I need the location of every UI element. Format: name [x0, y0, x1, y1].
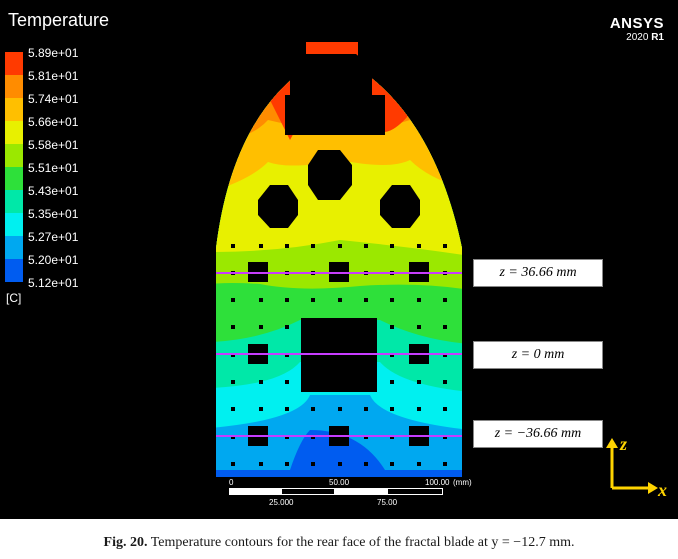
legend-level: 5.74e+01 — [28, 92, 79, 106]
brand-version: 2020 — [626, 32, 649, 43]
scale-label: 100.00 — [425, 478, 450, 487]
scale-label: 50.00 — [329, 478, 350, 487]
scale-label: 0 — [229, 478, 234, 487]
legend-swatch-7 — [5, 190, 23, 213]
legend-title: Temperature — [8, 10, 110, 30]
legend-swatch-5 — [5, 144, 23, 167]
legend-level: 5.35e+01 — [28, 207, 79, 221]
legend-swatch-3 — [5, 98, 23, 121]
ansys-logo: ANSYS 2020 R1 — [610, 16, 664, 44]
plane-label-middle: z = 0 mm — [473, 341, 603, 369]
legend-level: 5.20e+01 — [28, 253, 79, 267]
legend-level: 5.89e+01 — [28, 46, 79, 60]
legend-level: 5.27e+01 — [28, 230, 79, 244]
legend-swatch-2 — [5, 75, 23, 98]
figure-caption-text: Temperature contours for the rear face o… — [150, 535, 575, 550]
blade-contour-plot — [216, 42, 462, 477]
upper-hole — [285, 95, 385, 135]
legend-level: 5.12e+01 — [28, 276, 79, 290]
side-hole-right — [380, 185, 420, 228]
scale-label: 25.000 — [269, 498, 294, 507]
scale-bar — [229, 488, 443, 495]
legend-colorbar — [5, 52, 23, 282]
legend-swatch-1 — [5, 52, 23, 75]
legend-level: 5.81e+01 — [28, 69, 79, 83]
axis-z-label: z — [619, 436, 627, 454]
legend-level: 5.58e+01 — [28, 138, 79, 152]
legend-level: 5.51e+01 — [28, 161, 79, 175]
plane-label-lower: z = −36.66 mm — [473, 420, 603, 448]
brand-name: ANSYS — [609, 15, 664, 32]
axis-triad: z x — [606, 436, 667, 498]
legend-level: 5.43e+01 — [28, 184, 79, 198]
contour-viewport[interactable]: Temperature 5.89e+01 5.81e+01 5.74e+01 5… — [0, 0, 678, 519]
legend-unit: [C] — [6, 291, 22, 305]
center-hole — [308, 150, 352, 200]
figure-number: Fig. 20. — [103, 535, 148, 550]
legend-swatch-4 — [5, 121, 23, 144]
side-hole-left — [258, 185, 298, 228]
plane-label-upper: z = 36.66 mm — [473, 259, 603, 287]
legend-swatch-6 — [5, 167, 23, 190]
upper-hole — [290, 54, 372, 130]
axis-x-label: x — [657, 480, 667, 498]
scale-label: 75.00 — [377, 498, 398, 507]
brand-release: R1 — [651, 32, 664, 43]
scale-unit: (mm) — [453, 478, 472, 487]
legend-swatch-10 — [5, 259, 23, 282]
legend-level: 5.66e+01 — [28, 115, 79, 129]
legend-swatch-8 — [5, 213, 23, 236]
figure-caption: Fig. 20. Temperature contours for the re… — [0, 535, 678, 551]
legend-swatch-9 — [5, 236, 23, 259]
